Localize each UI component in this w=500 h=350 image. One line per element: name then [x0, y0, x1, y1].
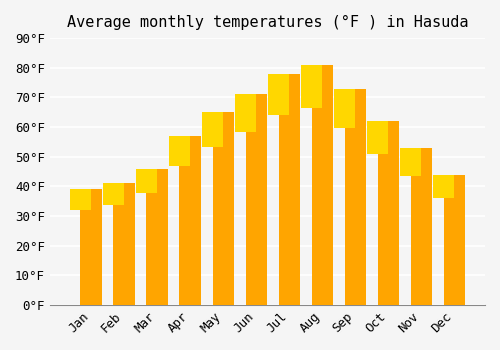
Bar — [301, 65, 322, 108]
Bar — [168, 136, 190, 166]
Bar — [102, 183, 124, 205]
Bar — [246, 94, 267, 305]
Bar — [70, 189, 91, 210]
Bar — [235, 94, 256, 132]
Bar — [146, 169, 168, 305]
Bar — [400, 148, 421, 176]
Bar — [378, 121, 399, 305]
Bar — [433, 175, 454, 198]
Bar — [278, 74, 300, 305]
Bar — [344, 89, 366, 305]
Bar — [312, 65, 333, 305]
Bar — [136, 169, 157, 193]
Bar — [180, 136, 201, 305]
Bar — [268, 74, 289, 116]
Bar — [80, 189, 102, 305]
Bar — [202, 112, 223, 147]
Bar — [212, 112, 234, 305]
Bar — [114, 183, 135, 305]
Title: Average monthly temperatures (°F ) in Hasuda: Average monthly temperatures (°F ) in Ha… — [66, 15, 468, 30]
Bar — [334, 89, 355, 127]
Bar — [367, 121, 388, 154]
Bar — [444, 175, 465, 305]
Bar — [410, 148, 432, 305]
